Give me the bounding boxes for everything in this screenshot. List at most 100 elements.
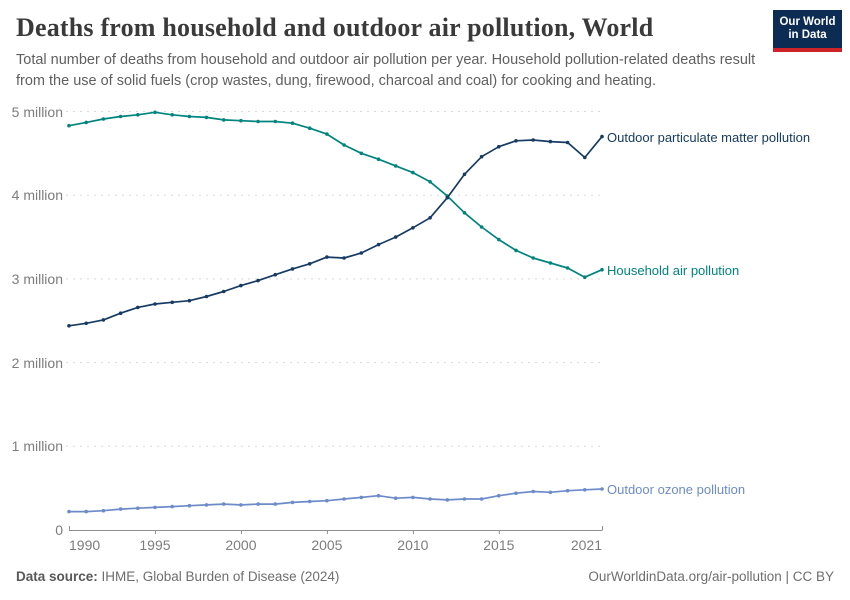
data-point-outdoor-ozone-pollution-2001 [256, 502, 260, 506]
data-point-household-air-pollution-2004 [307, 126, 312, 130]
data-point-outdoor-ozone-pollution-2019 [565, 488, 570, 493]
data-point-household-air-pollution-2001 [256, 119, 260, 124]
data-point-household-air-pollution-2018 [548, 261, 553, 265]
data-point-outdoor-particulate-matter-pollution-1993 [118, 311, 123, 316]
data-point-outdoor-ozone-pollution-1990 [67, 509, 71, 514]
data-point-outdoor-particulate-matter-pollution-2008 [376, 242, 381, 247]
y-tick-label: 2 million [11, 354, 63, 371]
logo-text-line2: in Data [788, 29, 827, 41]
data-point-household-air-pollution-1995 [153, 110, 157, 115]
data-point-household-air-pollution-2016 [514, 248, 518, 253]
data-point-outdoor-ozone-pollution-2004 [307, 499, 312, 504]
data-point-outdoor-particulate-matter-pollution-1995 [153, 302, 157, 306]
data-point-outdoor-ozone-pollution-1994 [136, 506, 140, 511]
data-point-outdoor-ozone-pollution-2007 [359, 495, 364, 500]
x-tick-label: 2021 [570, 537, 602, 553]
data-point-household-air-pollution-2005 [325, 132, 329, 136]
data-point-outdoor-ozone-pollution-1998 [204, 503, 209, 507]
data-source: Data source: IHME, Global Burden of Dise… [16, 569, 339, 584]
data-point-outdoor-particulate-matter-pollution-2021 [600, 134, 604, 139]
data-point-outdoor-particulate-matter-pollution-2017 [531, 138, 535, 142]
data-point-outdoor-ozone-pollution-2014 [479, 497, 484, 501]
y-tick-label: 0 [55, 522, 63, 538]
data-point-outdoor-particulate-matter-pollution-2007 [359, 251, 364, 255]
data-point-household-air-pollution-1992 [101, 117, 106, 121]
data-point-household-air-pollution-2017 [531, 256, 535, 260]
data-point-household-air-pollution-1990 [67, 123, 71, 128]
series-label-household-air-pollution: Household air pollution [607, 262, 740, 278]
data-point-outdoor-particulate-matter-pollution-2018 [548, 139, 553, 144]
data-point-outdoor-particulate-matter-pollution-2020 [583, 155, 587, 160]
data-point-outdoor-particulate-matter-pollution-1994 [136, 305, 140, 310]
owid-logo: Our World in Data [773, 10, 842, 52]
data-point-household-air-pollution-2009 [393, 164, 398, 168]
logo-red-bar [773, 48, 842, 52]
data-point-household-air-pollution-2011 [428, 180, 432, 184]
data-point-household-air-pollution-2021 [600, 267, 604, 272]
data-point-outdoor-particulate-matter-pollution-2012 [445, 195, 450, 200]
data-source-value: IHME, Global Burden of Disease (2024) [97, 569, 340, 584]
data-point-outdoor-ozone-pollution-2006 [342, 497, 346, 501]
data-point-household-air-pollution-1996 [170, 113, 174, 117]
data-point-outdoor-particulate-matter-pollution-2002 [273, 272, 278, 277]
data-point-outdoor-ozone-pollution-2021 [600, 487, 604, 491]
data-point-outdoor-particulate-matter-pollution-2014 [479, 154, 484, 159]
data-point-household-air-pollution-2006 [342, 143, 346, 147]
data-point-outdoor-particulate-matter-pollution-1992 [101, 318, 106, 322]
data-point-outdoor-ozone-pollution-2020 [583, 488, 587, 492]
data-point-outdoor-ozone-pollution-2010 [411, 495, 415, 500]
data-point-outdoor-ozone-pollution-2018 [548, 490, 553, 495]
x-tick-label: 1995 [139, 537, 171, 553]
data-point-outdoor-ozone-pollution-2012 [445, 498, 450, 502]
data-point-outdoor-particulate-matter-pollution-2019 [565, 140, 570, 145]
data-point-household-air-pollution-1997 [187, 114, 192, 119]
data-point-outdoor-particulate-matter-pollution-1991 [84, 321, 88, 326]
data-point-outdoor-ozone-pollution-1997 [187, 503, 192, 508]
x-tick-label: 1990 [69, 537, 101, 553]
data-point-outdoor-particulate-matter-pollution-2015 [497, 144, 501, 149]
chart-subtitle: Total number of deaths from household an… [16, 52, 756, 89]
data-point-household-air-pollution-2000 [239, 118, 243, 123]
data-point-outdoor-ozone-pollution-2008 [376, 493, 381, 498]
data-point-outdoor-ozone-pollution-2013 [462, 497, 467, 501]
data-point-outdoor-ozone-pollution-1991 [84, 509, 88, 514]
data-point-outdoor-ozone-pollution-2005 [325, 498, 329, 503]
data-point-outdoor-particulate-matter-pollution-2016 [514, 139, 518, 143]
data-point-outdoor-ozone-pollution-1999 [221, 502, 226, 506]
data-point-household-air-pollution-1998 [204, 115, 209, 120]
x-tick-label: 2010 [397, 537, 429, 553]
data-point-household-air-pollution-1993 [118, 114, 123, 119]
data-point-outdoor-ozone-pollution-2009 [393, 496, 398, 501]
page-title: Deaths from household and outdoor air po… [16, 13, 654, 42]
data-point-household-air-pollution-1999 [221, 118, 226, 122]
data-point-outdoor-particulate-matter-pollution-1998 [204, 294, 209, 299]
attribution-text: OurWorldinData.org/air-pollution | CC BY [588, 569, 834, 584]
y-tick-label: 4 million [11, 187, 63, 204]
data-point-outdoor-particulate-matter-pollution-2001 [256, 278, 260, 283]
data-point-outdoor-particulate-matter-pollution-1997 [187, 298, 192, 303]
data-point-household-air-pollution-1991 [84, 120, 88, 125]
data-point-household-air-pollution-2020 [583, 275, 587, 280]
data-point-outdoor-particulate-matter-pollution-2004 [307, 262, 312, 266]
series-line-outdoor-ozone-pollution [68, 488, 603, 513]
data-point-outdoor-particulate-matter-pollution-1996 [170, 300, 174, 305]
data-point-outdoor-ozone-pollution-2015 [497, 493, 501, 498]
data-point-outdoor-ozone-pollution-1993 [118, 507, 123, 511]
data-point-outdoor-particulate-matter-pollution-2013 [462, 172, 467, 177]
data-point-household-air-pollution-1994 [136, 113, 140, 117]
data-point-household-air-pollution-2019 [565, 266, 570, 270]
data-point-outdoor-ozone-pollution-1995 [153, 505, 157, 510]
data-point-household-air-pollution-2015 [497, 237, 501, 242]
data-point-outdoor-particulate-matter-pollution-2010 [411, 226, 415, 230]
data-point-outdoor-particulate-matter-pollution-2003 [290, 267, 295, 271]
x-tick-label: 2005 [311, 537, 343, 553]
y-tick-label: 3 million [11, 270, 63, 287]
data-point-outdoor-particulate-matter-pollution-2005 [325, 255, 329, 259]
data-point-outdoor-ozone-pollution-2002 [273, 502, 278, 506]
data-point-outdoor-particulate-matter-pollution-1990 [67, 324, 71, 328]
data-point-household-air-pollution-2007 [359, 151, 364, 156]
data-point-household-air-pollution-2010 [411, 170, 415, 175]
x-tick-label: 2000 [225, 537, 257, 553]
